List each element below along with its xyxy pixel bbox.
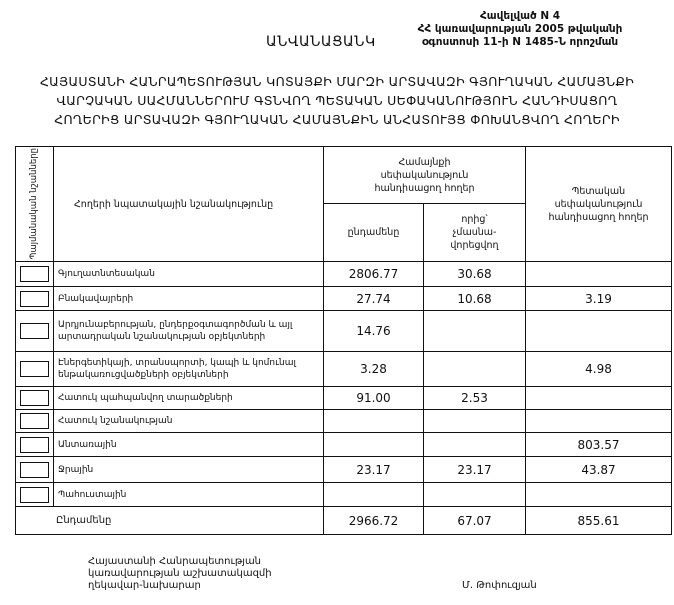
land-purpose: Էներգետիկայի, տրանսպորտի, կապի և կոմունա…: [53, 351, 324, 387]
land-purpose: Արդյունաբերության, ընդերքօգտագործման և ա…: [53, 310, 324, 352]
community-non-privatized: 30.68: [423, 261, 526, 287]
annex-line-2: ՀՀ կառավարության 2005 թվականի: [417, 23, 623, 35]
land-purpose: Անտառային: [53, 432, 324, 457]
position-line-1: Հայաստանի Հանրապետության: [88, 556, 262, 567]
legend-symbol-box: [20, 390, 49, 406]
symbol-cell: [15, 409, 54, 433]
legend-symbol-box: [20, 436, 49, 453]
state-land: [525, 261, 672, 287]
community-total: [323, 409, 424, 433]
header-community-land: Համայնքի սեփականություն հանդիսացող հողեր: [323, 146, 526, 204]
header-state-land: Պետական սեփականություն հանդիսացող հողեր: [525, 146, 672, 262]
symbol-cell: [15, 432, 54, 457]
symbol-cell: [15, 310, 54, 352]
totals-state: 855.61: [525, 506, 672, 535]
header-non-privatized: որից՝ չմասնա-վորեցվող: [423, 203, 526, 262]
position-line-2: կառավարության աշխատակազմի: [88, 568, 272, 579]
community-non-privatized: [423, 409, 526, 433]
header-purpose: Հողերի նպատակային նշանակությունը: [53, 146, 324, 262]
state-land: 3.19: [525, 286, 672, 311]
legend-symbol-box: [20, 290, 49, 307]
land-purpose: Բնակավայրերի: [53, 286, 324, 311]
signatory-position: Հայաստանի Հանրապետության կառավարության ա…: [88, 556, 272, 592]
legend-symbol-box: [20, 361, 49, 377]
totals-total: 2966.72: [323, 506, 424, 535]
table-row: Գյուղատնտեսական 2806.77 30.68: [15, 261, 672, 287]
community-total: [323, 432, 424, 457]
community-total: 27.74: [323, 286, 424, 311]
state-land: 4.98: [525, 351, 672, 387]
table-row: Էներգետիկայի, տրանսպորտի, կապի և կոմունա…: [15, 351, 672, 387]
signatory-name: Մ. Թոփուզյան: [462, 580, 537, 591]
state-land: [525, 386, 672, 410]
position-line-3: ղեկավար-նախարար: [88, 580, 201, 591]
community-non-privatized: [423, 432, 526, 457]
community-total: 3.28: [323, 351, 424, 387]
community-total: 14.76: [323, 310, 424, 352]
table-row: Ջրային 23.17 23.17 43.87: [15, 456, 672, 483]
state-land: [525, 482, 672, 507]
community-non-privatized: 2.53: [423, 386, 526, 410]
totals-row: Ընդամենը 2966.72 67.07 855.61: [15, 506, 672, 535]
table-row: Անտառային 803.57: [15, 432, 672, 457]
community-total: [323, 482, 424, 507]
community-total: 91.00: [323, 386, 424, 410]
community-non-privatized: 23.17: [423, 456, 526, 483]
table-row: Պահուստային: [15, 482, 672, 507]
document-heading: ՀԱՅԱՍՏԱՆԻ ՀԱՆՐԱՊԵՏՈՒԹՅԱՆ ԿՈՏԱՅՔԻ ՄԱՐԶԻ Ա…: [0, 72, 674, 129]
symbol-cell: [15, 351, 54, 387]
land-purpose: Ջրային: [53, 456, 324, 483]
table-row: Արդյունաբերության, ընդերքօգտագործման և ա…: [15, 310, 672, 352]
document-title: ԱՆՎԱՆԱՑԱՆԿ: [266, 34, 376, 50]
legend-symbol-box: [20, 413, 49, 429]
community-total: 2806.77: [323, 261, 424, 287]
table-row: Հատուկ նշանակության: [15, 409, 672, 433]
land-table: Պայմանական նշանները Հողերի նպատակային նշ…: [15, 146, 672, 535]
symbol-cell: [15, 286, 54, 311]
symbol-cell: [15, 456, 54, 483]
community-non-privatized: [423, 482, 526, 507]
legend-symbol-box: [20, 461, 49, 478]
community-total: 23.17: [323, 456, 424, 483]
land-purpose: Գյուղատնտեսական: [53, 261, 324, 287]
totals-label: Ընդամենը: [15, 506, 324, 535]
community-non-privatized: 10.68: [423, 286, 526, 311]
land-purpose: Հատուկ պահպանվող տարածքների: [53, 386, 324, 410]
table-row: Բնակավայրերի 27.74 10.68 3.19: [15, 286, 672, 311]
symbol-cell: [15, 261, 54, 287]
legend-symbol-box: [20, 266, 49, 282]
totals-non-privatized: 67.07: [423, 506, 526, 535]
state-land: [525, 310, 672, 352]
table-row: Հատուկ պահպանվող տարածքների 91.00 2.53: [15, 386, 672, 410]
land-purpose: Հատուկ նշանակության: [53, 409, 324, 433]
state-land: 43.87: [525, 456, 672, 483]
community-non-privatized: [423, 310, 526, 352]
heading-line-2: ՎԱՐՉԱԿԱՆ ՍԱՀՄԱՆՆԵՐՈՒՄ ԳՏՆՎՈՂ ՊԵՏԱԿԱՆ ՍԵՓ…: [56, 93, 618, 108]
land-purpose: Պահուստային: [53, 482, 324, 507]
legend-symbol-box: [20, 486, 49, 503]
header-total: ընդամենը: [323, 203, 424, 262]
symbol-cell: [15, 386, 54, 410]
annex-reference: Հավելված N 4 ՀՀ կառավարության 2005 թվակա…: [400, 10, 640, 49]
heading-line-1: ՀԱՅԱՍՏԱՆԻ ՀԱՆՐԱՊԵՏՈՒԹՅԱՆ ԿՈՏԱՅՔԻ ՄԱՐԶԻ Ա…: [39, 74, 635, 89]
state-land: [525, 409, 672, 433]
annex-line-3: օգոստոսի 11-ի N 1485-Ն որոշման: [421, 36, 619, 48]
header-symbols: Պայմանական նշանները: [15, 146, 54, 262]
heading-line-3: ՀՈՂԵՐԻՑ ԱՐՏԱՎԱԶԻ ԳՅՈՒՂԱԿԱՆ ՀԱՄԱՅՆՔԻՆ ԱՆՀ…: [54, 112, 620, 127]
community-non-privatized: [423, 351, 526, 387]
symbol-cell: [15, 482, 54, 507]
state-land: 803.57: [525, 432, 672, 457]
legend-symbol-box: [20, 323, 49, 339]
annex-line-1: Հավելված N 4: [479, 10, 561, 22]
